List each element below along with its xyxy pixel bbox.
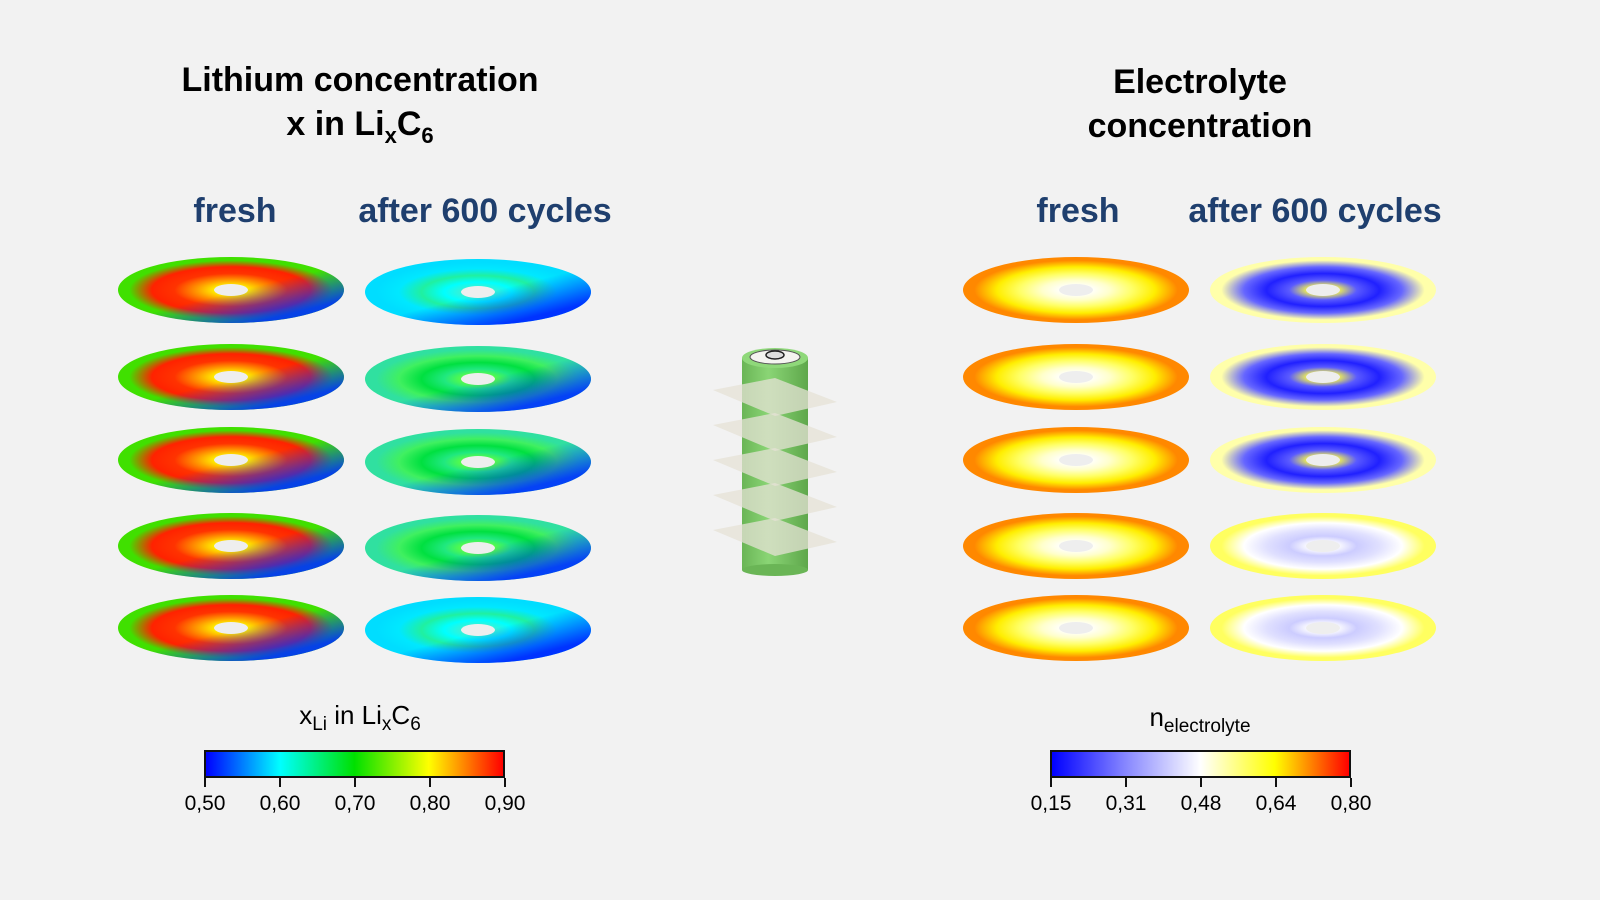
left-colorbar-tick-label: 0,70 bbox=[334, 792, 376, 815]
center-hole bbox=[214, 284, 248, 296]
left-colorbar-tickmark bbox=[429, 778, 431, 787]
right-colorbar-tickmark bbox=[1350, 778, 1352, 787]
right-colorbar-tick-label: 0,64 bbox=[1255, 792, 1297, 815]
left-colorbar-tick-label: 0,60 bbox=[259, 792, 301, 815]
left-title-line1: Lithium concentration bbox=[181, 61, 539, 99]
slice-plane bbox=[713, 413, 837, 451]
slice-plane bbox=[713, 483, 837, 521]
center-hole bbox=[1059, 454, 1093, 466]
center-hole bbox=[214, 371, 248, 383]
slice-plane bbox=[713, 448, 837, 486]
center-hole bbox=[1059, 540, 1093, 552]
left-colorbar-tickmark bbox=[354, 778, 356, 787]
left-col-fresh: fresh bbox=[193, 192, 277, 230]
left-colorbar-tick-label: 0,90 bbox=[484, 792, 526, 815]
right-colorbar-tick-label: 0,80 bbox=[1330, 792, 1372, 815]
center-hole bbox=[214, 454, 248, 466]
right-title-line2: concentration bbox=[1087, 107, 1313, 145]
center-hole bbox=[214, 622, 248, 634]
left-title-line2: x in LixC6 bbox=[286, 105, 434, 148]
right-colorbar-tick-label: 0,31 bbox=[1105, 792, 1147, 815]
center-hole bbox=[1059, 284, 1093, 296]
center-hole bbox=[1306, 371, 1340, 383]
right-title: Electrolyte concentration bbox=[1000, 60, 1400, 148]
center-hole bbox=[1306, 540, 1340, 552]
right-after-disk-slice-1 bbox=[1210, 257, 1436, 323]
left-colorbar-tick-label: 0,50 bbox=[184, 792, 226, 815]
right-after-disk-slice-5 bbox=[1210, 595, 1436, 661]
left-after-disk-slice-4 bbox=[365, 515, 591, 581]
left-fresh-disk-slice-1 bbox=[118, 257, 344, 323]
left-col-after: after 600 cycles bbox=[358, 192, 612, 230]
right-after-disk-slice-4 bbox=[1210, 513, 1436, 579]
right-colorbar-tick-label: 0,15 bbox=[1030, 792, 1072, 815]
center-hole bbox=[1306, 622, 1340, 634]
center-hole bbox=[1059, 622, 1093, 634]
slice-plane bbox=[713, 378, 837, 416]
left-after-disk-slice-2 bbox=[365, 346, 591, 412]
right-colorbar-tick-label: 0,48 bbox=[1180, 792, 1222, 815]
right-fresh-disk-slice-2 bbox=[963, 344, 1189, 410]
left-colorbar-tickmark bbox=[204, 778, 206, 787]
left-after-disk-slice-1 bbox=[365, 259, 591, 325]
right-fresh-disk-slice-3 bbox=[963, 427, 1189, 493]
right-col-after: after 600 cycles bbox=[1188, 192, 1442, 230]
left-colorbar-label: xLi in LixC6 bbox=[299, 700, 421, 736]
center-hole bbox=[461, 286, 495, 298]
center-hole bbox=[461, 624, 495, 636]
left-colorbar-tick-label: 0,80 bbox=[409, 792, 451, 815]
left-colorbar bbox=[204, 750, 505, 778]
right-title-line1: Electrolyte bbox=[1113, 63, 1287, 101]
center-hole bbox=[214, 540, 248, 552]
right-colorbar-tickmark bbox=[1125, 778, 1127, 787]
battery-cell-icon bbox=[713, 348, 837, 576]
right-after-disk-slice-3 bbox=[1210, 427, 1436, 493]
right-colorbar-tickmark bbox=[1200, 778, 1202, 787]
center-hole bbox=[461, 456, 495, 468]
right-colorbar-tickmark bbox=[1050, 778, 1052, 787]
right-after-disk-slice-2 bbox=[1210, 344, 1436, 410]
left-after-disk-slice-5 bbox=[365, 597, 591, 663]
center-hole bbox=[461, 542, 495, 554]
center-hole bbox=[1306, 284, 1340, 296]
left-title: Lithium concentration x in LixC6 bbox=[130, 58, 590, 158]
right-colorbar bbox=[1050, 750, 1351, 778]
right-colorbar-label: nelectrolyte bbox=[1149, 702, 1251, 738]
left-fresh-disk-slice-5 bbox=[118, 595, 344, 661]
left-fresh-disk-slice-2 bbox=[118, 344, 344, 410]
left-after-disk-slice-3 bbox=[365, 429, 591, 495]
slice-plane bbox=[713, 518, 837, 556]
center-hole bbox=[1306, 454, 1340, 466]
left-fresh-disk-slice-4 bbox=[118, 513, 344, 579]
left-fresh-disk-slice-3 bbox=[118, 427, 344, 493]
right-col-fresh: fresh bbox=[1036, 192, 1120, 230]
center-hole bbox=[461, 373, 495, 385]
right-fresh-disk-slice-1 bbox=[963, 257, 1189, 323]
right-fresh-disk-slice-4 bbox=[963, 513, 1189, 579]
right-fresh-disk-slice-5 bbox=[963, 595, 1189, 661]
center-hole bbox=[1059, 371, 1093, 383]
left-colorbar-tickmark bbox=[279, 778, 281, 787]
right-colorbar-tickmark bbox=[1275, 778, 1277, 787]
left-colorbar-tickmark bbox=[504, 778, 506, 787]
